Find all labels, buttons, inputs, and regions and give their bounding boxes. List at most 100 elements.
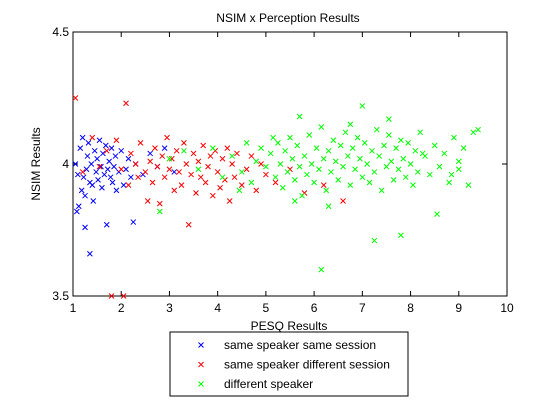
point-s2-68 [398,137,404,144]
point-s0-0 [72,161,79,167]
point-s2-28 [304,171,310,178]
point-s2-40 [332,158,339,165]
point-s0-36 [118,147,125,154]
legend-box [169,331,409,397]
point-s1-50 [229,161,235,167]
x-tick-label-9: 10 [500,301,514,315]
point-s0-28 [106,158,113,165]
point-s2-90 [371,237,378,244]
point-s2-67 [395,166,402,173]
point-s2-34 [318,124,325,130]
point-s0-24 [101,171,108,178]
point-s0-9 [84,153,91,159]
point-s2-27 [301,153,308,159]
point-s2-69 [400,155,407,162]
point-s2-10 [253,158,260,165]
point-s2-75 [414,169,421,175]
point-s0-12 [87,250,93,257]
point-s0-49 [82,224,88,231]
point-s2-11 [258,145,264,152]
point-s0-34 [113,187,120,194]
point-s2-35 [320,155,327,162]
point-s1-1 [79,169,86,175]
point-s1-45 [217,184,223,191]
point-s2-30 [308,161,315,167]
point-s2-0 [156,208,163,215]
point-s2-42 [337,142,344,149]
point-s0-41 [130,219,137,225]
point-s1-17 [149,179,156,186]
y-tick-label-2: 4.5 [52,25,69,39]
point-s0-21 [98,163,104,170]
point-s1-28 [176,169,182,175]
point-s2-53 [361,140,368,146]
point-s0-8 [83,166,90,173]
point-s2-91 [398,232,404,239]
point-s0-1 [74,208,80,215]
x-tick-label-5: 6 [311,301,318,315]
point-s1-63 [340,198,346,204]
point-s0-10 [85,140,92,146]
point-s1-30 [181,140,187,146]
point-s0-4 [78,187,85,194]
point-s2-92 [434,211,440,218]
point-s2-5 [219,174,226,181]
point-s2-61 [381,142,387,149]
point-s2-89 [318,266,325,273]
point-s0-48 [75,203,82,210]
point-s1-59 [272,179,279,186]
point-s1-7 [118,166,125,173]
point-s2-7 [238,169,245,175]
point-s1-62 [320,182,327,188]
point-s0-23 [100,150,106,157]
point-s2-72 [407,161,414,167]
point-s2-26 [299,192,305,199]
point-s2-101 [236,187,243,194]
point-s0-26 [103,221,110,228]
point-s1-42 [209,192,216,199]
point-s0-46 [161,145,168,152]
point-s1-49 [226,198,233,204]
legend-marker-2 [198,381,204,387]
point-s1-55 [248,153,255,159]
point-s1-19 [154,163,161,170]
point-s1-48 [224,145,231,152]
point-s1-13 [137,140,144,146]
point-s2-15 [275,140,281,146]
point-s2-21 [289,155,296,162]
point-s2-14 [272,174,279,181]
point-s2-44 [342,129,349,136]
point-s2-83 [451,134,457,141]
point-s1-0 [72,95,79,101]
point-s2-93 [325,203,332,210]
point-s1-14 [142,169,149,175]
point-s2-63 [386,132,392,138]
point-s1-9 [125,182,132,188]
point-s2-17 [279,184,286,191]
legend-marker-0 [198,342,204,348]
point-s1-26 [171,187,178,194]
point-s2-37 [325,147,332,154]
point-s2-12 [263,163,269,170]
y-tick-label-0: 3.5 [52,289,69,303]
point-s2-66 [393,145,399,152]
point-s1-22 [161,174,168,181]
point-s0-40 [128,174,134,181]
point-s2-1 [166,155,173,162]
point-s1-4 [103,147,110,154]
y-axis-label: NSIM Results [29,127,43,200]
point-s2-16 [277,161,284,167]
point-s0-13 [88,161,95,167]
point-s2-43 [340,163,346,170]
point-s2-85 [460,145,467,152]
point-s1-44 [214,169,221,175]
point-s2-22 [291,176,298,183]
legend-label-0: same speaker same session [224,338,376,352]
point-s1-32 [185,221,192,228]
point-s2-2 [181,147,187,154]
point-s1-18 [152,145,158,152]
point-s2-36 [323,187,330,194]
point-s2-51 [359,174,366,181]
point-s1-58 [263,171,269,178]
point-s2-86 [465,182,472,188]
